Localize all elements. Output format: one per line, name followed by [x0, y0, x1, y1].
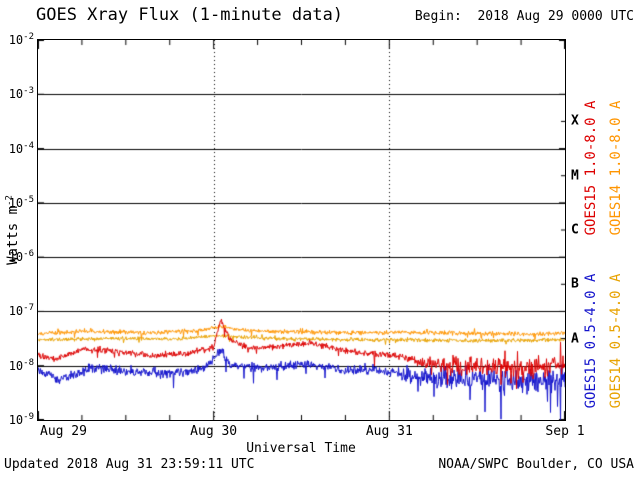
plot-area [37, 39, 566, 421]
plot-canvas [38, 40, 565, 420]
y-tick-label: 10-9 [8, 412, 34, 428]
y-tick-label: 10-6 [8, 249, 34, 265]
chart-title: GOES Xray Flux (1-minute data) [36, 5, 344, 25]
source-credit: NOAA/SWPC Boulder, CO USA [438, 457, 634, 472]
y-tick-label: 10-3 [8, 86, 34, 102]
series-label-goes15-long: GOES15 1.0-8.0 A [583, 100, 599, 236]
flare-class-letter-x: X [571, 113, 579, 129]
updated-timestamp: Updated 2018 Aug 31 23:59:11 UTC [4, 457, 255, 472]
y-tick-label: 10-8 [8, 357, 34, 373]
flare-class-letter-b: B [571, 276, 579, 292]
y-tick-label: 10-7 [8, 303, 34, 319]
x-tick-label: Aug 29 [40, 424, 87, 439]
flare-class-letter-m: M [571, 168, 579, 184]
y-tick-label: 10-2 [8, 32, 34, 48]
series-label-goes14-short: GOES14 0.5-4.0 A [608, 273, 624, 409]
flare-class-letter-c: C [571, 222, 579, 238]
x-axis-title: Universal Time [246, 441, 356, 456]
x-tick-label: Sep 1 [545, 424, 585, 439]
series-label-goes15-short: GOES15 0.5-4.0 A [583, 273, 599, 409]
y-tick-label: 10-4 [8, 140, 34, 156]
flare-class-letter-a: A [571, 331, 579, 347]
series-label-goes14-long: GOES14 1.0-8.0 A [608, 100, 624, 236]
x-tick-label: Aug 31 [365, 424, 413, 439]
x-tick-label: Aug 30 [190, 424, 238, 439]
begin-time-label: Begin: 2018 Aug 29 0000 UTC [414, 9, 634, 24]
y-tick-label: 10-5 [8, 194, 34, 210]
